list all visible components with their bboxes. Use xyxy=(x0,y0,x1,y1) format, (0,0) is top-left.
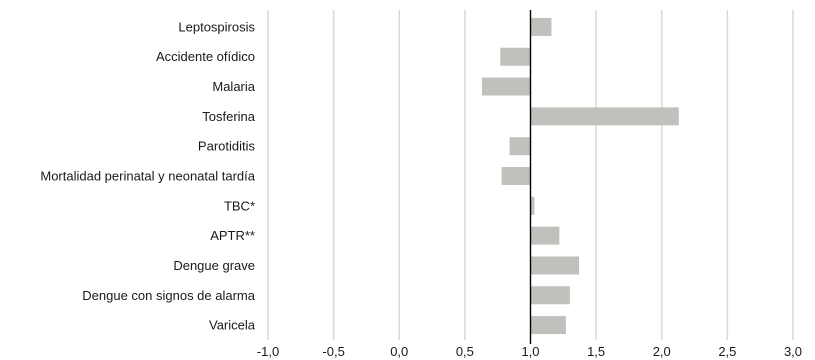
bar xyxy=(530,17,552,36)
category-label: Parotiditis xyxy=(198,139,256,154)
category-label: Malaria xyxy=(212,79,255,94)
x-tick-label: 2,0 xyxy=(653,344,671,359)
category-label: Varicela xyxy=(209,318,256,333)
x-tick-label: 0,0 xyxy=(390,344,408,359)
category-label: TBC* xyxy=(224,198,255,213)
x-tick-labels: -1,0 -0,5 0,0 0,5 1,0 1,5 2,0 2,5 3,0 xyxy=(257,344,802,359)
bar xyxy=(530,256,580,275)
x-tick-label: 1,0 xyxy=(521,344,539,359)
bar xyxy=(501,167,531,185)
bar xyxy=(500,47,531,66)
category-label: Leptospirosis xyxy=(178,19,255,34)
x-tick-label: 1,5 xyxy=(587,344,605,359)
bar xyxy=(530,316,566,335)
category-label: Tosferina xyxy=(202,109,256,124)
x-tick-label: 2,5 xyxy=(718,344,736,359)
x-tick-label: -0,5 xyxy=(322,344,344,359)
category-labels: Leptospirosis Accidente ofídico Malaria Tos… xyxy=(40,19,255,332)
category-label: Mortalidad perinatal y neonatal tardía xyxy=(40,169,255,184)
bar xyxy=(530,107,679,126)
bar xyxy=(530,226,560,245)
x-tick-label: 0,5 xyxy=(456,344,474,359)
category-label: Dengue grave xyxy=(173,258,255,273)
bars xyxy=(481,17,679,335)
category-label: APTR** xyxy=(210,228,255,243)
bar xyxy=(509,137,531,156)
x-tick-label: -1,0 xyxy=(257,344,279,359)
category-label: Dengue con signos de alarma xyxy=(82,288,255,303)
bar xyxy=(481,77,531,96)
grid-lines xyxy=(267,10,794,340)
x-tick-label: 3,0 xyxy=(784,344,802,359)
bar xyxy=(530,196,535,215)
category-label: Accidente ofídico xyxy=(156,49,255,64)
bar xyxy=(530,286,570,305)
